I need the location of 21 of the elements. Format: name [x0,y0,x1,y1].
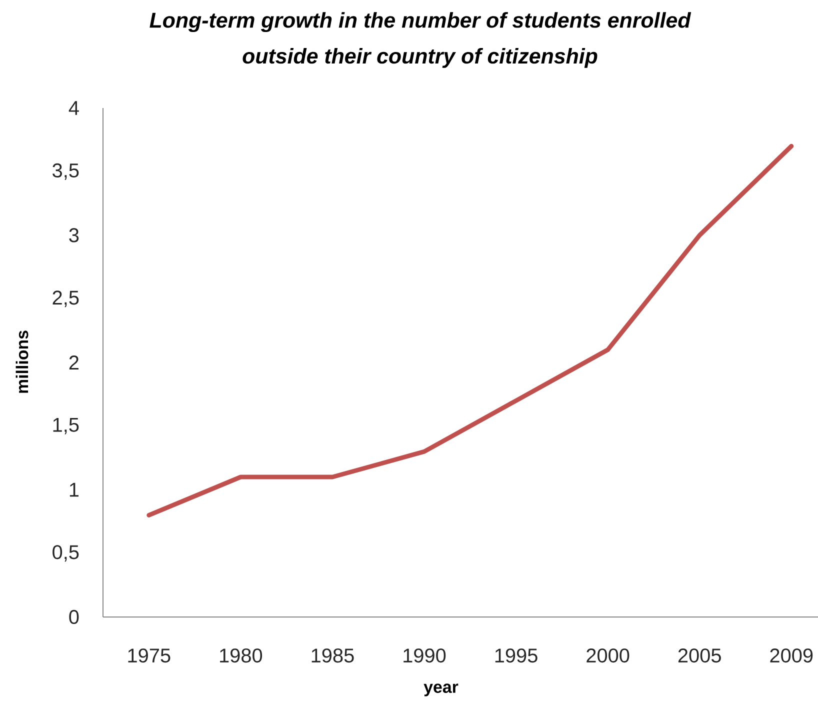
x-tick-label: 1985 [312,648,354,663]
x-tick-label: 1975 [128,648,170,663]
chart-title: Long-term growth in the number of students enrolled outside their country of citizenship [150,12,692,68]
y-tick-label: 1,5 [53,418,79,434]
x-tick-label: 1995 [495,648,538,663]
y-axis-title: millions [16,330,28,393]
x-tick-label: 2000 [586,648,630,663]
y-tick-label: 0,5 [52,545,79,562]
line-series [146,144,794,518]
x-tick-label: 2005 [678,648,721,663]
y-tick-label: 3 [69,228,79,242]
x-tick-label: 1980 [220,648,262,663]
x-tick-label: 2009 [770,648,813,663]
y-tick-label: 3,5 [52,163,79,180]
y-tick-label: 4 [68,101,79,115]
y-tick-label: 2 [69,356,78,370]
x-tick-label: 1990 [404,648,446,663]
y-tick-label: 1 [70,482,79,497]
y-tick-label: 0 [69,610,79,624]
y-tick-label: 2,5 [52,290,79,308]
x-axis-title: year [424,684,458,696]
